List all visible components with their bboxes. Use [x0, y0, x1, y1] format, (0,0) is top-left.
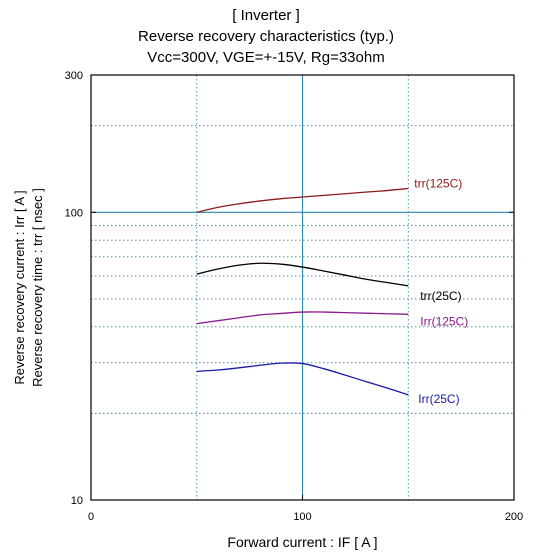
series-label: trr(25C): [420, 289, 461, 303]
title-line: Vcc=300V, VGE=+-15V, Rg=33ohm: [147, 49, 384, 66]
chart-title: [ Inverter ] Reverse recovery characteris…: [138, 7, 394, 66]
series-labels: trr(125C) trr(25C) Irr(125C) Irr(25C): [414, 176, 468, 405]
series-label: trr(125C): [414, 176, 462, 190]
title-line: [ Inverter ]: [232, 7, 300, 24]
x-tick-label: 200: [505, 511, 523, 523]
x-tick-label: 0: [88, 511, 94, 523]
y-axis-label-line: Reverse recovery current : Irr [ A ]: [12, 190, 27, 384]
series-lines: [196, 187, 409, 396]
y-axis-label: Reverse recovery current : Irr [ A ] Reve…: [12, 188, 45, 387]
series-line: [196, 311, 409, 325]
series-line: [196, 187, 409, 213]
series-label: Irr(125C): [420, 314, 468, 328]
grid: [91, 75, 514, 500]
x-tick-label: 100: [293, 511, 311, 523]
axis-ticks: 0 100 200 10 100 300: [65, 70, 524, 523]
x-axis-label: Forward current : IF [ A ]: [227, 534, 377, 550]
series-line: [196, 362, 409, 396]
y-axis-label-line: Reverse recovery time : trr [ nsec ]: [30, 188, 45, 387]
y-tick-label: 300: [65, 70, 83, 82]
y-tick-label: 100: [65, 207, 83, 219]
y-tick-label: 10: [71, 495, 83, 507]
series-line: [196, 262, 409, 287]
title-line: Reverse recovery characteristics (typ.): [138, 28, 394, 45]
series-label: Irr(25C): [418, 392, 459, 406]
